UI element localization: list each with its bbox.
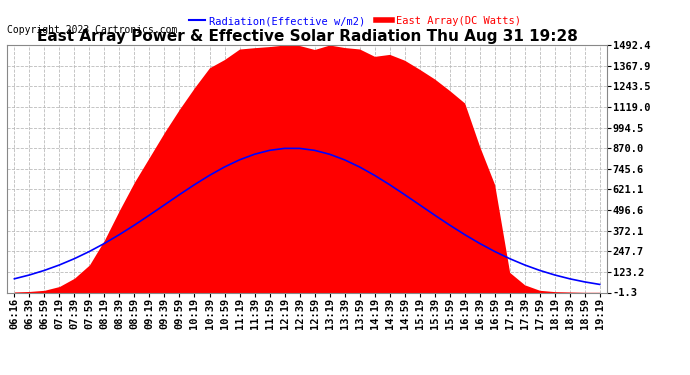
Legend: Radiation(Effective w/m2), East Array(DC Watts): Radiation(Effective w/m2), East Array(DC… bbox=[186, 12, 525, 30]
Text: Copyright 2023 Cartronics.com: Copyright 2023 Cartronics.com bbox=[7, 25, 177, 35]
Title: East Array Power & Effective Solar Radiation Thu Aug 31 19:28: East Array Power & Effective Solar Radia… bbox=[37, 29, 578, 44]
